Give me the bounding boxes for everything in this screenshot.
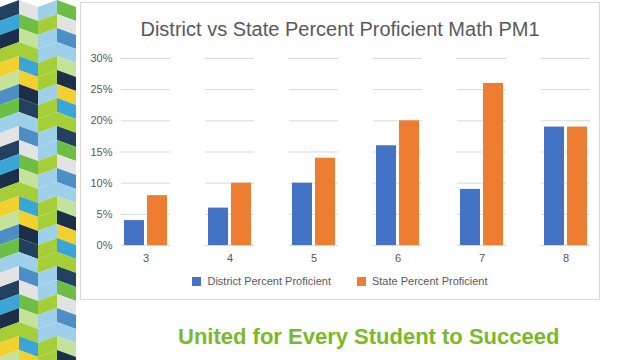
- svg-text:7: 7: [479, 252, 485, 264]
- html-text:United for Every Student to Su: United for Every Student to Succeed: [178, 324, 560, 349]
- svg-text:0%: 0%: [97, 239, 113, 251]
- svg-text:5: 5: [311, 252, 317, 264]
- html-text:District Percent Proficient: District Percent Proficient: [207, 275, 331, 287]
- html-text:State Percent Proficient: State Percent Proficient: [372, 275, 488, 287]
- html-text:District vs State Percent Prof: District vs State Percent Proficient Mat…: [140, 18, 540, 40]
- svg-text:30%: 30%: [90, 52, 112, 64]
- svg-text:10%: 10%: [90, 177, 112, 189]
- svg-text:25%: 25%: [90, 83, 112, 95]
- svg-text:6: 6: [395, 252, 401, 264]
- svg-text:3: 3: [143, 252, 149, 264]
- svg-text:20%: 20%: [90, 114, 112, 126]
- svg-text:5%: 5%: [97, 208, 113, 220]
- svg-text:8: 8: [563, 252, 569, 264]
- svg-text:15%: 15%: [90, 146, 112, 158]
- svg-text:4: 4: [227, 252, 233, 264]
